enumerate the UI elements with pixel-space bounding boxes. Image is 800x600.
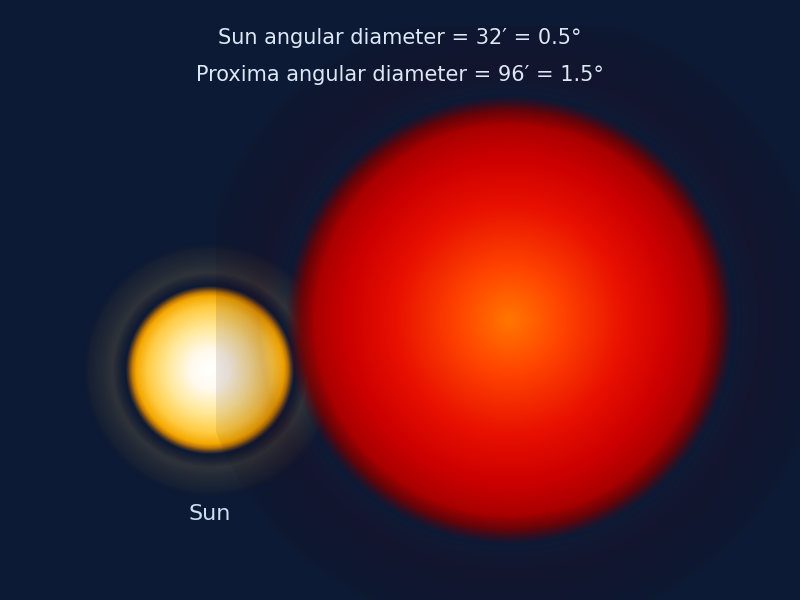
Text: Sun: Sun: [189, 503, 231, 524]
Text: Proxima angular diameter = 96′ = 1.5°: Proxima angular diameter = 96′ = 1.5°: [196, 65, 604, 85]
Text: Sun angular diameter = 32′ = 0.5°: Sun angular diameter = 32′ = 0.5°: [218, 28, 582, 48]
